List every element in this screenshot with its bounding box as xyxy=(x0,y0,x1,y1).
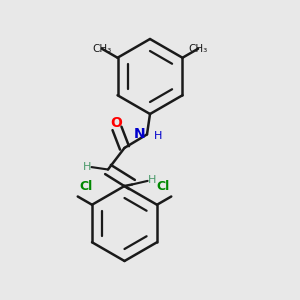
Text: H: H xyxy=(148,175,156,185)
Text: Cl: Cl xyxy=(79,181,92,194)
Text: H: H xyxy=(154,131,162,141)
Text: Cl: Cl xyxy=(157,181,170,194)
Text: CH₃: CH₃ xyxy=(188,44,208,54)
Text: CH₃: CH₃ xyxy=(92,44,112,54)
Text: N: N xyxy=(134,127,146,141)
Text: O: O xyxy=(110,116,122,130)
Text: H: H xyxy=(83,161,92,172)
